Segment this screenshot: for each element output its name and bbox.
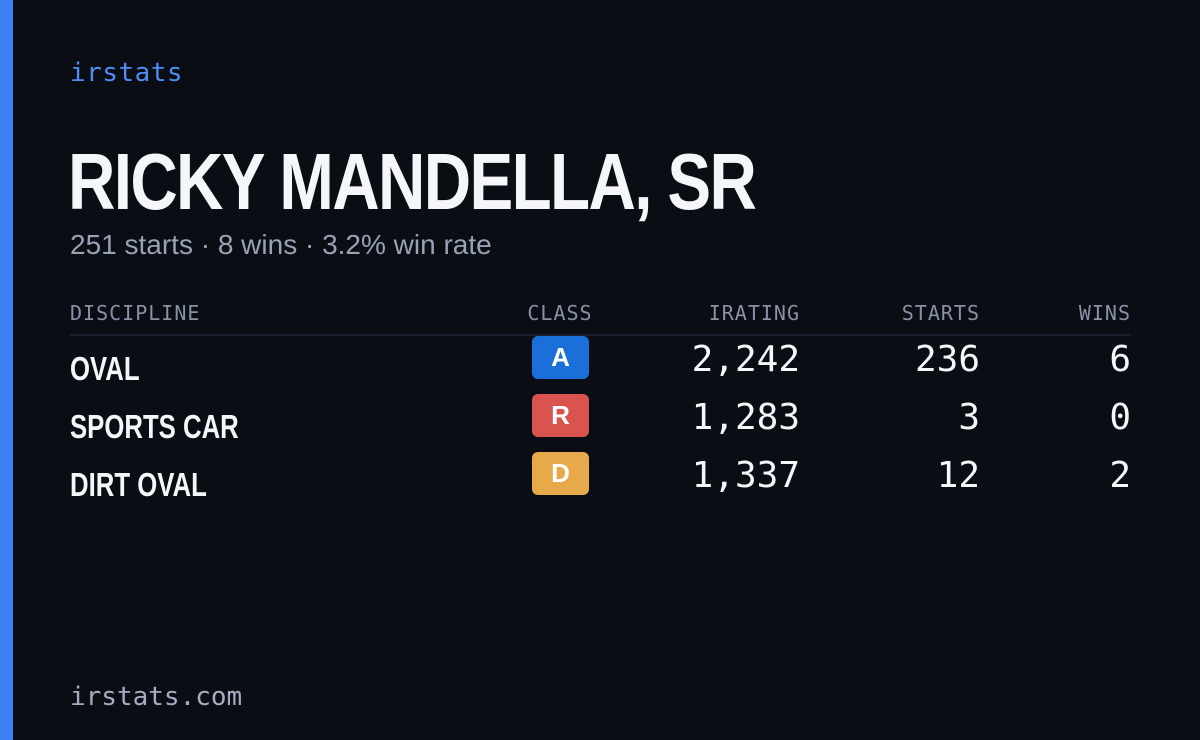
header-class: CLASS (527, 301, 593, 325)
header-wins: WINS (1078, 301, 1131, 325)
irating-value: 2,242 (691, 339, 800, 380)
table-row: DIRT OVAL D 1,337 12 2 (70, 452, 1131, 510)
license-class-badge: A (532, 336, 589, 379)
table-header: DISCIPLINE CLASS IRATING STARTS WINS (70, 296, 1131, 336)
starts-value: 236 (914, 339, 980, 380)
header-irating: IRATING (708, 301, 800, 325)
discipline-name: DIRT OVAL (70, 466, 207, 503)
irating-value: 1,337 (691, 455, 800, 496)
driver-summary: 251 starts · 8 wins · 3.2% win rate (70, 229, 492, 260)
brand-logo-text: irstats (70, 58, 184, 88)
starts-value: 3 (958, 397, 980, 438)
wins-value: 6 (1109, 339, 1131, 380)
license-class-badge: R (532, 394, 589, 437)
license-class-badge: D (532, 452, 589, 495)
driver-name: RICKY MANDELLA, SR (68, 137, 757, 226)
table-row: OVAL A 2,242 236 6 (70, 336, 1131, 394)
wins-value: 2 (1109, 455, 1131, 496)
table-row: SPORTS CAR R 1,283 3 0 (70, 394, 1131, 452)
discipline-name: SPORTS CAR (70, 408, 239, 445)
discipline-stats-table: DISCIPLINE CLASS IRATING STARTS WINS OVA… (70, 296, 1131, 510)
wins-value: 0 (1109, 397, 1131, 438)
accent-bar (0, 0, 13, 740)
header-discipline: DISCIPLINE (70, 301, 201, 325)
footer-url[interactable]: irstats.com (70, 682, 243, 712)
discipline-name: OVAL (70, 350, 140, 387)
header-starts: STARTS (901, 301, 980, 325)
starts-value: 12 (936, 455, 980, 496)
irating-value: 1,283 (691, 397, 800, 438)
